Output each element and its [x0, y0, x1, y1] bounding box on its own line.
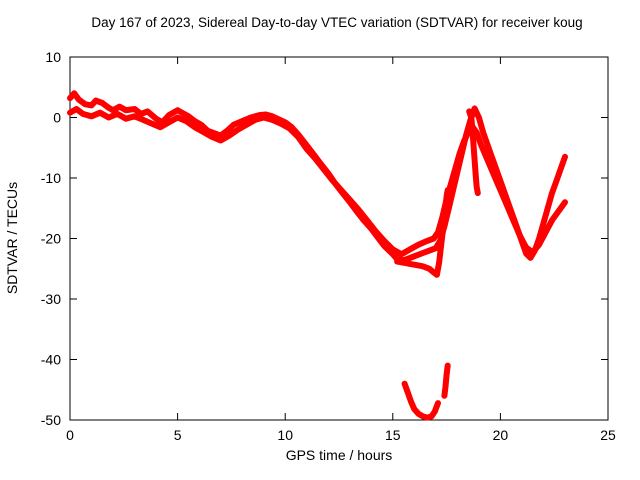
- y-axis-title: SDTVAR / TECUs: [4, 182, 20, 294]
- data-series-trace-bottom-tick: [441, 362, 451, 399]
- y-tick-label: 10: [45, 49, 61, 65]
- chart-title: Day 167 of 2023, Sidereal Day-to-day VTE…: [91, 15, 582, 30]
- data-series-trace-bottom-arc: [401, 380, 441, 421]
- y-tick-label: -20: [41, 231, 61, 247]
- y-tick-label: -40: [41, 352, 61, 368]
- y-tick-label: -50: [41, 412, 61, 428]
- x-tick-label: 25: [600, 427, 616, 443]
- y-tick-label: -10: [41, 170, 61, 186]
- x-tick-label: 0: [66, 427, 74, 443]
- data-series-trace-lower: [67, 106, 568, 258]
- data-series-trace-peak-drop: [466, 108, 481, 197]
- x-tick-label: 5: [174, 427, 182, 443]
- x-axis-title: GPS time / hours: [286, 447, 393, 463]
- x-tick-label: 20: [493, 427, 509, 443]
- x-tick-label: 10: [277, 427, 293, 443]
- x-tick-label: 15: [385, 427, 401, 443]
- data-series-trace-deep-dip-spike: [394, 187, 451, 278]
- y-tick-label: 0: [53, 110, 61, 126]
- y-tick-label: -30: [41, 291, 61, 307]
